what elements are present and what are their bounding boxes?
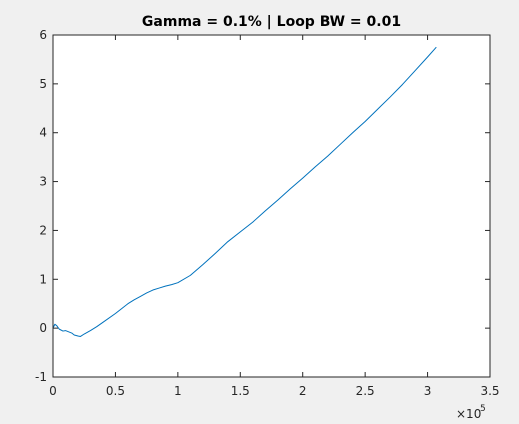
- x-tick-label: 1.5: [231, 384, 250, 398]
- series-line: [52, 46, 437, 337]
- y-axis-ticks: -1 0 1 2 3 4 5 6: [35, 28, 490, 384]
- x-tick-label: 0.5: [106, 384, 125, 398]
- y-tick-label: 6: [39, 28, 47, 42]
- x-tick-label: 2: [299, 384, 307, 398]
- x-tick-label: 1: [174, 384, 182, 398]
- x-tick-label: 0: [49, 384, 57, 398]
- x-axis-ticks: 0 0.5 1 1.5 2 2.5 3 3.5: [49, 35, 500, 398]
- x-exponent-label: ×10 5: [456, 404, 486, 421]
- x-tick-label: 3: [424, 384, 432, 398]
- x-tick-label: 3.5: [480, 384, 499, 398]
- y-tick-label: -1: [35, 370, 47, 384]
- y-tick-label: 3: [39, 175, 47, 189]
- series-group: [52, 46, 437, 337]
- y-tick-label: 5: [39, 77, 47, 91]
- x-exponent-base: ×10: [456, 407, 481, 421]
- axes-box: [52, 34, 491, 378]
- y-tick-label: 0: [39, 321, 47, 335]
- y-tick-label: 2: [39, 223, 47, 237]
- x-exponent-power: 5: [480, 404, 486, 414]
- y-tick-label: 4: [39, 126, 47, 140]
- y-tick-label: 1: [39, 272, 47, 286]
- chart-title: Gamma = 0.1% | Loop BW = 0.01: [142, 14, 401, 30]
- x-tick-label: 2.5: [356, 384, 375, 398]
